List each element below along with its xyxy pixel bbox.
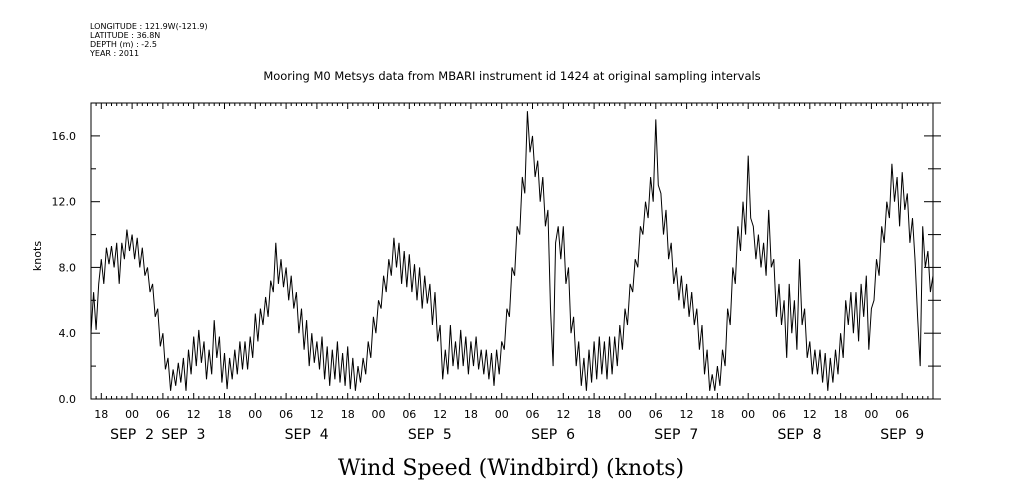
depth-text: DEPTH (m) : -2.5 (90, 40, 157, 49)
year-text: YEAR : 2011 (90, 49, 140, 58)
x-tick-label: 06 (526, 408, 540, 421)
y-tick-label: 8.0 (59, 261, 77, 274)
y-tick-labels: 0.0 4.0 8.0 12.0 16.0 (52, 130, 77, 406)
x-tick-label: 06 (279, 408, 293, 421)
x-tick-label: 18 (587, 408, 601, 421)
chart-title: Mooring M0 Metsys data from MBARI instru… (263, 69, 760, 83)
x-tick-label: 06 (772, 408, 786, 421)
longitude-text: LONGITUDE : 121.9W(-121.9) (90, 22, 208, 31)
tick-marks (90, 102, 941, 400)
x-tick-label: 12 (310, 408, 324, 421)
y-axis-label: knots (31, 241, 44, 271)
x-tick-label: 00 (125, 408, 139, 421)
x-tick-label: 06 (402, 408, 416, 421)
x-tick-labels: 18 00 06 12 18 00 06 12 18 00 06 12 18 00 06 12 18 00 06 12… (94, 408, 909, 421)
day-label: SEP 4 (285, 427, 329, 443)
y-tick-label: 16.0 (52, 130, 77, 143)
day-label: SEP 5 (408, 427, 452, 443)
y-tick-label: 12.0 (52, 196, 77, 209)
day-label: SEP 3 (161, 427, 205, 443)
x-tick-label: 18 (834, 408, 848, 421)
x-tick-label: 18 (464, 408, 478, 421)
y-tick-label: 4.0 (59, 327, 77, 340)
x-tick-label: 06 (895, 408, 909, 421)
day-labels: SEP 2 SEP 3 SEP 4 SEP 5 SEP 6 SEP 7 SEP 8 SEP 9 (110, 427, 924, 443)
x-tick-label: 12 (433, 408, 447, 421)
x-axis-label: Wind Speed (Windbird) (knots) (338, 456, 684, 481)
x-tick-label: 00 (372, 408, 386, 421)
x-tick-label: 18 (710, 408, 724, 421)
x-tick-label: 18 (341, 408, 355, 421)
x-tick-label: 18 (217, 408, 231, 421)
day-label: SEP 9 (880, 427, 924, 443)
metadata-block: LONGITUDE : 121.9W(-121.9) LATITUDE : 36… (90, 22, 208, 58)
x-tick-label: 06 (156, 408, 170, 421)
x-tick-label: 12 (803, 408, 817, 421)
day-label: SEP 7 (654, 427, 698, 443)
x-tick-label: 12 (556, 408, 570, 421)
day-label: SEP 2 (110, 427, 154, 443)
y-tick-label: 0.0 (59, 393, 77, 406)
x-tick-label: 00 (248, 408, 262, 421)
x-tick-label: 18 (94, 408, 108, 421)
x-tick-label: 12 (680, 408, 694, 421)
latitude-text: LATITUDE : 36.8N (90, 31, 161, 40)
x-tick-label: 00 (495, 408, 509, 421)
x-tick-label: 06 (649, 408, 663, 421)
x-tick-label: 12 (187, 408, 201, 421)
x-tick-label: 00 (741, 408, 755, 421)
x-tick-label: 00 (864, 408, 878, 421)
x-tick-label: 00 (618, 408, 632, 421)
day-label: SEP 6 (531, 427, 575, 443)
wind-speed-line (90, 111, 934, 391)
day-label: SEP 8 (778, 427, 822, 443)
